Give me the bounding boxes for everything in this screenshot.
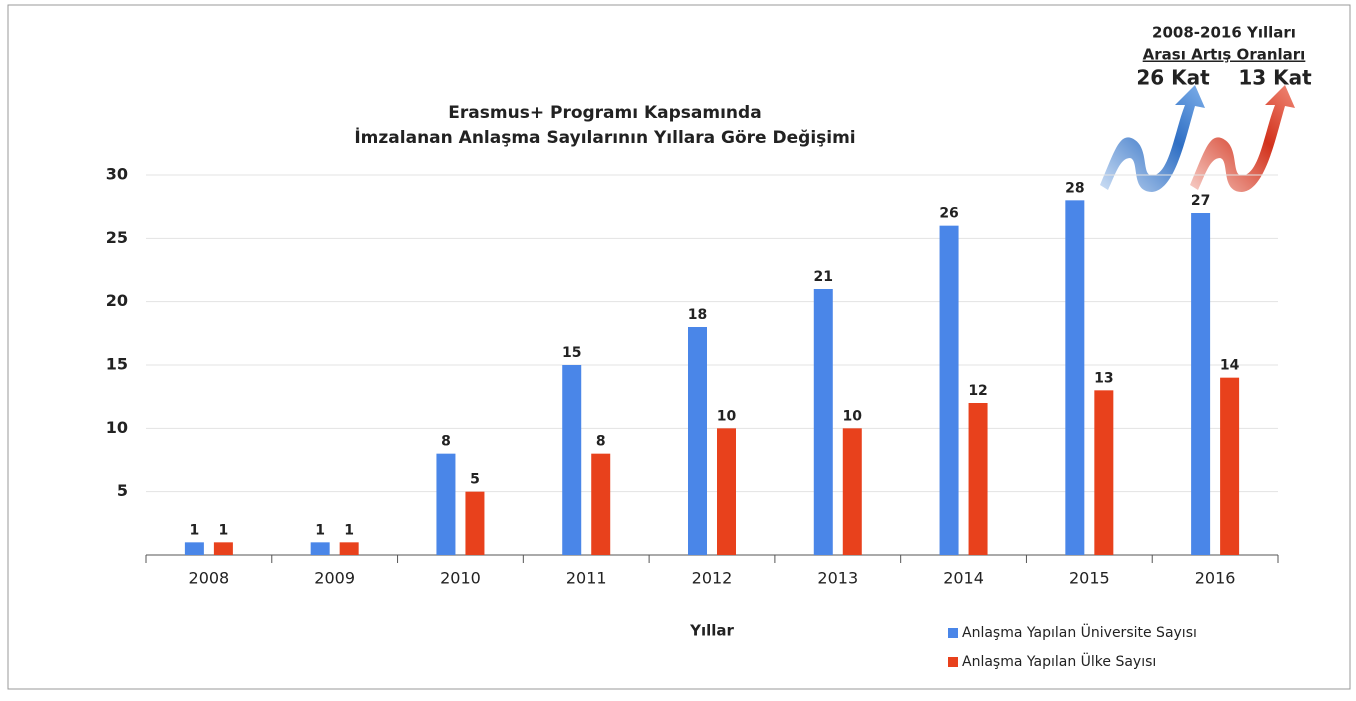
chart-title: Erasmus+ Programı Kapsamında	[448, 103, 761, 123]
arrow-icon	[1100, 85, 1205, 192]
bar	[436, 454, 455, 555]
bar	[969, 403, 988, 555]
annotation: 13 Kat	[1238, 66, 1312, 90]
data-label: 10	[843, 408, 863, 424]
data-label: 26	[939, 206, 958, 222]
data-label: 1	[219, 522, 229, 538]
data-label: 28	[1065, 180, 1084, 196]
x-tick-label: 2011	[566, 569, 607, 588]
data-label: 10	[717, 408, 737, 424]
legend-swatch	[948, 657, 958, 667]
data-label: 8	[441, 434, 451, 450]
data-label: 1	[344, 522, 354, 538]
bar	[214, 542, 233, 555]
x-tick-label: 2015	[1069, 569, 1110, 588]
data-label: 1	[190, 522, 200, 538]
x-tick-label: 2010	[440, 569, 481, 588]
data-label: 1	[315, 522, 325, 538]
chart: Erasmus+ Programı Kapsamında İmzalanan A…	[0, 0, 1356, 701]
bar	[843, 428, 862, 555]
bar	[311, 542, 330, 555]
x-tick-label: 2012	[692, 569, 733, 588]
data-label: 5	[470, 472, 480, 488]
y-tick-label: 25	[106, 228, 128, 247]
bar	[340, 542, 359, 555]
legend-label: Anlaşma Yapılan Ülke Sayısı	[962, 652, 1156, 670]
bar	[591, 454, 610, 555]
x-tick-label: 2016	[1195, 569, 1236, 588]
bar	[688, 327, 707, 555]
bar	[185, 542, 204, 555]
data-label: 15	[562, 345, 581, 361]
x-tick-label: 2008	[189, 569, 230, 588]
bar	[1191, 213, 1210, 555]
bar	[814, 289, 833, 555]
bar	[562, 365, 581, 555]
x-tick-label: 2009	[314, 569, 355, 588]
legend-label: Anlaşma Yapılan Üniversite Sayısı	[962, 623, 1197, 641]
bar	[1220, 378, 1239, 555]
annotation: 26 Kat	[1136, 66, 1210, 90]
y-tick-label: 30	[106, 165, 128, 184]
annotation: Arası Artış Oranları	[1143, 46, 1306, 64]
bar	[717, 428, 736, 555]
arrow-icon	[1190, 85, 1295, 192]
data-label: 13	[1094, 370, 1113, 386]
data-label: 27	[1191, 193, 1210, 209]
x-tick-label: 2013	[817, 569, 858, 588]
page: Erasmus+ Programı Kapsamında İmzalanan A…	[0, 0, 1356, 701]
y-tick-label: 15	[106, 355, 128, 374]
y-tick-label: 5	[117, 481, 128, 500]
data-label: 12	[968, 383, 987, 399]
x-tick-label: 2014	[943, 569, 984, 588]
annotation: 2008-2016 Yılları	[1152, 24, 1296, 42]
data-label: 21	[814, 269, 833, 285]
bar	[1065, 200, 1084, 555]
y-tick-label: 10	[106, 418, 128, 437]
x-axis-label: Yıllar	[689, 622, 734, 640]
y-tick-label: 20	[106, 291, 128, 310]
bar	[465, 492, 484, 555]
data-label: 14	[1220, 358, 1240, 374]
bar	[940, 226, 959, 555]
bar	[1094, 390, 1113, 555]
legend-swatch	[948, 628, 958, 638]
data-label: 8	[596, 434, 606, 450]
chart-title: İmzalanan Anlaşma Sayılarının Yıllara Gö…	[354, 126, 855, 148]
data-label: 18	[688, 307, 707, 323]
